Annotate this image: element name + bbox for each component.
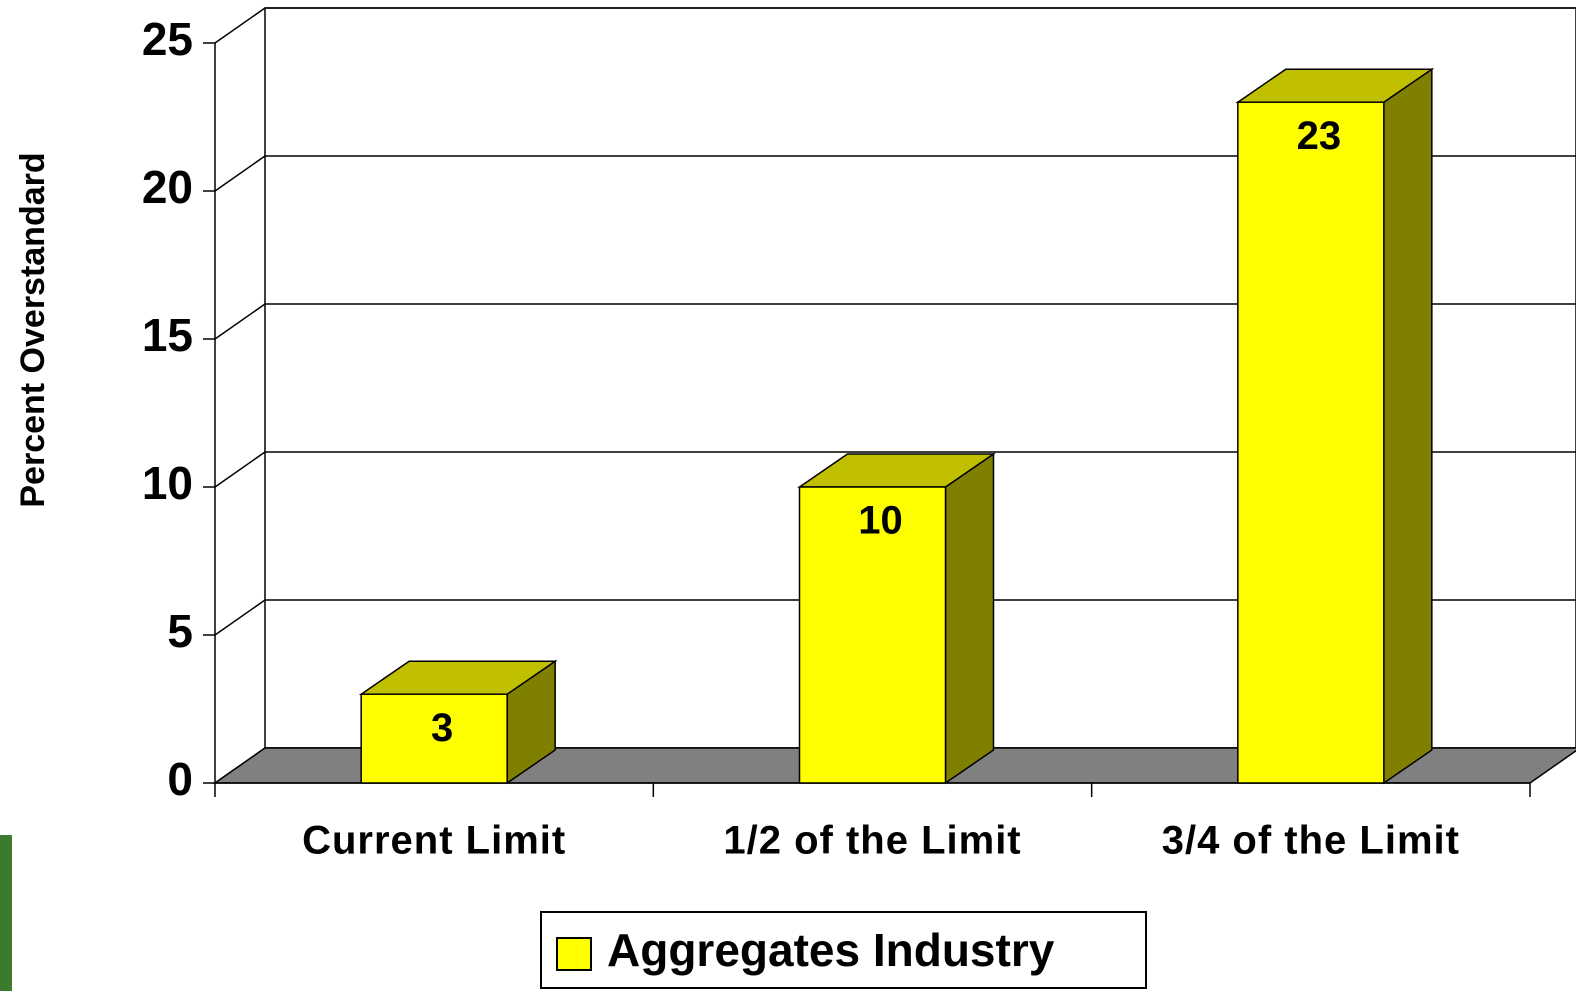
- y-axis-label: Percent Overstandard: [14, 152, 52, 507]
- y-tick-label: 20: [142, 161, 193, 213]
- bar: [1237, 101, 1385, 784]
- legend-label: Aggregates Industry: [607, 924, 1055, 976]
- x-tick-label: 3/4 of the Limit: [1162, 819, 1460, 863]
- grid-line-side: [214, 599, 266, 636]
- y-tick-label: 0: [167, 753, 193, 805]
- decoration: [0, 835, 12, 991]
- grid-line-side: [214, 451, 266, 488]
- legend-box: [540, 911, 1147, 989]
- y-tick-label: 5: [167, 605, 193, 657]
- y-tick-label: 15: [142, 309, 193, 361]
- data-label: 10: [858, 499, 903, 543]
- legend-swatch: [556, 937, 592, 971]
- grid-line-side: [214, 155, 266, 192]
- bar-side: [1383, 67, 1433, 785]
- grid-line-side: [214, 7, 266, 44]
- bar: [360, 693, 508, 784]
- y-tick-label: 25: [142, 13, 193, 65]
- x-tick-label: Current Limit: [302, 819, 566, 863]
- x-tick-label: 1/2 of the Limit: [723, 819, 1021, 863]
- y-tick-label: 10: [142, 457, 193, 509]
- grid-line-side: [214, 303, 266, 340]
- bar: [798, 486, 947, 784]
- data-label: 3: [431, 706, 453, 750]
- bar-side: [944, 452, 995, 785]
- data-label: 23: [1297, 114, 1342, 158]
